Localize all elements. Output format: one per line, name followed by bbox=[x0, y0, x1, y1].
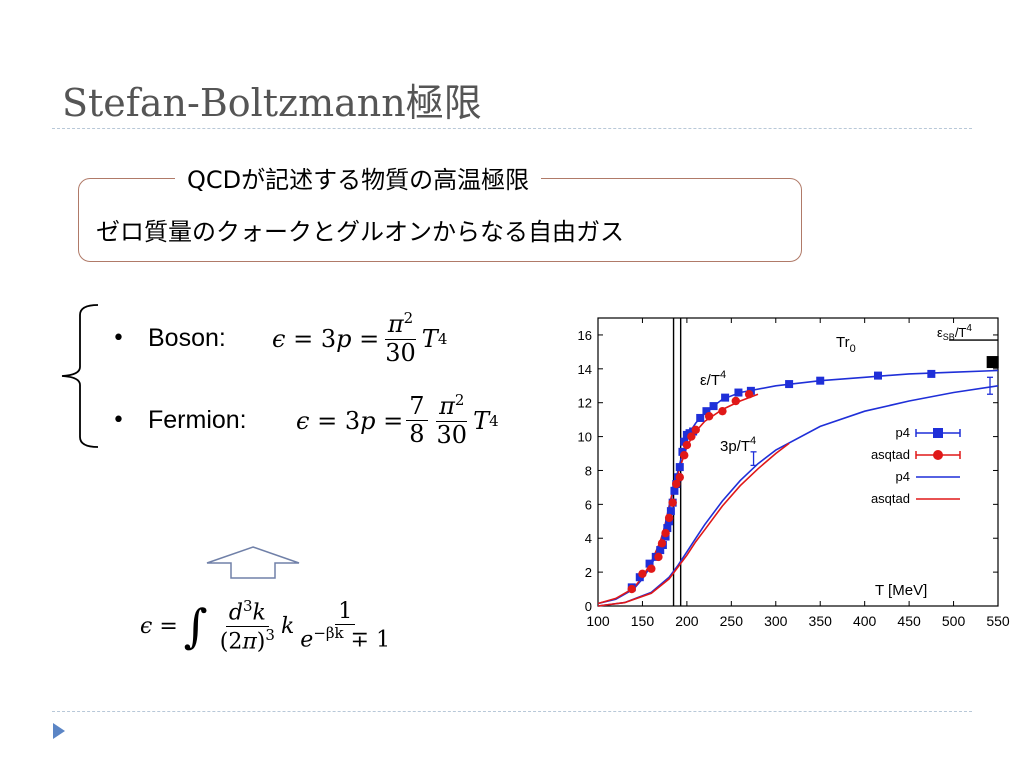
asqtad-point bbox=[718, 406, 727, 416]
x-tick-label: 500 bbox=[942, 613, 966, 629]
asqtad-point bbox=[664, 513, 674, 523]
tr0-label: Tr0 bbox=[836, 334, 856, 355]
asqtad-point bbox=[731, 396, 740, 406]
distribution-formula: ϵ = ∫ d3k (2π)3 k 1 e−βk ∓ 1 bbox=[140, 597, 391, 654]
footer-divider bbox=[52, 711, 972, 712]
y-tick-label: 8 bbox=[585, 463, 592, 478]
p4-point bbox=[670, 486, 679, 495]
p4-point bbox=[721, 393, 730, 402]
x-tick-label: 350 bbox=[809, 613, 833, 629]
slide-title: Stefan-Boltzmann極限 bbox=[62, 81, 482, 125]
bullet-dot: • bbox=[112, 326, 125, 352]
x-tick-label: 450 bbox=[897, 613, 921, 629]
asqtad-point bbox=[657, 539, 667, 548]
plot-frame bbox=[597, 317, 999, 607]
data-points bbox=[627, 356, 999, 594]
p4-point bbox=[680, 437, 689, 446]
bullet-dot: • bbox=[112, 408, 125, 434]
x-tick-labels: 100 150 200 250 300 350 400 450 500 550 bbox=[586, 613, 1010, 629]
asqtad-point bbox=[675, 473, 684, 482]
title-divider bbox=[52, 128, 972, 129]
p4-point bbox=[874, 371, 882, 380]
y-tick-label: 6 bbox=[585, 497, 592, 512]
p4-point bbox=[785, 380, 794, 389]
p4-point bbox=[927, 369, 936, 378]
asqtad-point bbox=[638, 569, 647, 579]
y-tick-label: 16 bbox=[578, 328, 592, 343]
y-tick-label: 0 bbox=[585, 599, 592, 614]
error-bars bbox=[750, 376, 993, 467]
p4-point bbox=[666, 507, 675, 516]
legend-circle-marker bbox=[933, 450, 943, 460]
axis-ticks bbox=[597, 318, 999, 607]
y-tick-label: 2 bbox=[585, 565, 592, 580]
legend-label: asqtad bbox=[871, 491, 910, 506]
p4-point bbox=[663, 524, 672, 533]
asqtad-point bbox=[680, 451, 689, 460]
callout-text: ゼロ質量のクォークとグルオンからなる自由ガス bbox=[96, 218, 624, 246]
energy-density-chart: 100 150 200 250 300 350 400 450 500 550 0 2 4 6 8 10 12… bbox=[578, 317, 1010, 629]
p4-point bbox=[635, 573, 644, 582]
legend: p4 asqtad p4 asqtad bbox=[871, 425, 961, 506]
asqtad-point bbox=[682, 440, 692, 450]
asqtad-point bbox=[672, 479, 681, 489]
legend-label: p4 bbox=[896, 425, 910, 440]
p4-point bbox=[709, 402, 718, 411]
up-arrow-icon bbox=[206, 546, 300, 579]
p4-point bbox=[675, 463, 684, 472]
bullet-label: Fermion: bbox=[148, 406, 247, 435]
y-tick-label: 4 bbox=[585, 531, 592, 546]
p4-point bbox=[734, 388, 743, 397]
energy-curve-label: ε/T4 bbox=[700, 369, 726, 389]
asqtad-point bbox=[668, 498, 677, 507]
sb-marker bbox=[986, 356, 999, 369]
x-tick-label: 100 bbox=[586, 613, 610, 629]
p4-point bbox=[816, 376, 825, 385]
x-tick-label: 250 bbox=[720, 613, 744, 629]
bullet-label: Boson: bbox=[148, 324, 226, 353]
y-tick-label: 14 bbox=[578, 362, 592, 377]
left-brace-icon bbox=[61, 304, 99, 448]
asqtad-point bbox=[627, 584, 636, 594]
legend-label: asqtad bbox=[871, 447, 910, 462]
p4-point bbox=[702, 407, 711, 416]
p4-point bbox=[696, 413, 705, 422]
legend-square-marker bbox=[933, 428, 943, 438]
asqtad-point bbox=[704, 412, 714, 421]
y-tick-label: 10 bbox=[578, 430, 592, 445]
play-triangle-icon bbox=[53, 723, 65, 739]
asqtad-point bbox=[647, 564, 656, 573]
sb-label: εSB/T4 bbox=[937, 323, 972, 342]
asqtad-point bbox=[661, 528, 670, 538]
asqtad-point bbox=[744, 390, 754, 399]
x-tick-label: 300 bbox=[764, 613, 788, 629]
y-tick-labels: 0 2 4 6 8 10 12 14 16 bbox=[578, 328, 592, 614]
asqtad-point bbox=[687, 432, 696, 441]
x-tick-label: 150 bbox=[631, 613, 655, 629]
p4-point bbox=[656, 546, 665, 555]
x-tick-label: 550 bbox=[986, 613, 1010, 629]
asqtad-point bbox=[691, 425, 700, 435]
p4-point bbox=[645, 559, 654, 568]
pressure-curve-label: 3p/T4 bbox=[720, 435, 756, 455]
legend-label: p4 bbox=[896, 469, 910, 484]
asqtad-pressure-curve bbox=[597, 442, 790, 607]
x-axis-label: T [MeV] bbox=[875, 582, 927, 599]
p4-pressure-curve bbox=[597, 385, 999, 607]
x-tick-label: 400 bbox=[853, 613, 877, 629]
y-tick-label: 12 bbox=[578, 396, 592, 411]
x-tick-label: 200 bbox=[675, 613, 699, 629]
callout-heading: QCDが記述する物質の高温極限 bbox=[175, 160, 542, 195]
asqtad-point bbox=[654, 552, 663, 562]
